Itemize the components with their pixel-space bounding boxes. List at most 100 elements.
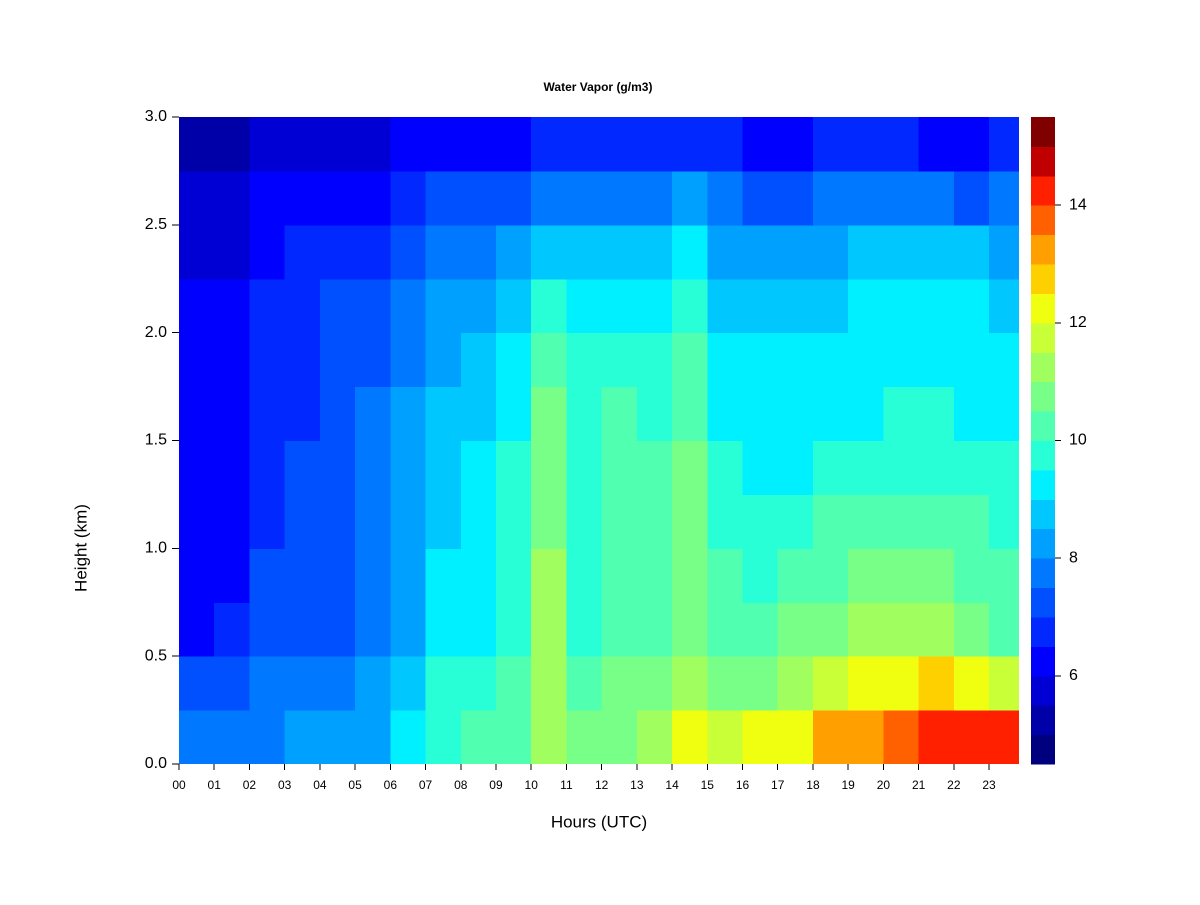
heat-cell: [249, 224, 286, 280]
heat-cell: [883, 656, 920, 711]
colorbar-segment: [1031, 146, 1055, 177]
heat-cell: [848, 278, 884, 334]
heat-cell: [566, 224, 603, 280]
heat-cell: [953, 494, 990, 549]
chart-title: Water Vapor (g/m3): [544, 80, 653, 94]
heat-cell: [918, 440, 955, 495]
heat-cell: [918, 224, 955, 280]
heat-cell: [989, 278, 1019, 334]
heat-cell: [742, 440, 779, 495]
heat-cell: [848, 170, 884, 226]
colorbar-segment: [1031, 322, 1055, 353]
heat-cell: [601, 224, 638, 280]
colorbar-segment: [1031, 205, 1055, 236]
heat-cell: [214, 386, 250, 441]
heat-cell: [777, 440, 814, 495]
x-tick-label: 14: [665, 778, 679, 792]
heat-cell: [883, 170, 920, 226]
heat-cell: [848, 602, 884, 657]
heat-cell: [495, 224, 532, 280]
heat-cell: [566, 710, 603, 764]
heat-cell: [812, 386, 849, 441]
heat-cell: [531, 656, 567, 711]
heat-cell: [214, 602, 250, 657]
heat-cell: [883, 440, 920, 495]
heat-cell: [989, 602, 1019, 657]
heat-cell: [636, 440, 673, 495]
heat-cell: [953, 332, 990, 388]
y-tick-label: 1.0: [145, 540, 167, 557]
heat-cell: [249, 332, 286, 388]
y-tick-label: 3.0: [145, 108, 167, 125]
heat-cell: [531, 278, 567, 334]
colorbar-segment: [1031, 440, 1055, 471]
heat-cell: [953, 440, 990, 495]
heat-cell: [495, 386, 532, 441]
heat-cell: [319, 656, 356, 711]
colorbar-segment: [1031, 234, 1055, 265]
heat-cell: [214, 548, 250, 603]
heat-cell: [390, 602, 427, 657]
heat-cell: [636, 170, 673, 226]
heat-cell: [953, 224, 990, 280]
heat-cell: [989, 494, 1019, 549]
x-tick-label: 11: [560, 778, 573, 792]
x-tick-label: 02: [243, 778, 257, 792]
heat-cell: [460, 224, 497, 280]
heat-cell: [214, 494, 250, 549]
heat-cell: [742, 548, 779, 603]
x-tick-label: 20: [877, 778, 891, 792]
heat-cell: [495, 656, 532, 711]
heat-cell: [249, 656, 286, 711]
heat-cell: [601, 332, 638, 388]
heat-cell: [390, 170, 427, 226]
heat-cell: [179, 278, 215, 334]
heat-cell: [777, 117, 814, 172]
heat-cell: [848, 224, 884, 280]
heat-cell: [355, 440, 391, 495]
heat-cell: [390, 548, 427, 603]
heat-cell: [390, 494, 427, 549]
heat-cell: [636, 332, 673, 388]
heat-cell: [355, 548, 391, 603]
x-tick-label: 16: [736, 778, 750, 792]
heat-cell: [707, 548, 744, 603]
y-tick-label: 1.5: [145, 432, 167, 449]
colorbar-tick-label: 14: [1069, 196, 1087, 213]
heat-cell: [883, 494, 920, 549]
x-tick-label: 13: [630, 778, 644, 792]
heat-cell: [953, 386, 990, 441]
heat-cell: [319, 386, 356, 441]
heat-cell: [460, 170, 497, 226]
heat-cell: [636, 548, 673, 603]
heat-cell: [953, 170, 990, 226]
colorbar-segment: [1031, 117, 1055, 147]
x-tick-label: 10: [525, 778, 539, 792]
heat-cell: [953, 602, 990, 657]
heat-cell: [319, 602, 356, 657]
heat-cell: [566, 602, 603, 657]
x-tick-label: 07: [419, 778, 433, 792]
heat-cell: [812, 117, 849, 172]
heat-cell: [460, 494, 497, 549]
heat-cell: [390, 278, 427, 334]
colorbar-segment: [1031, 381, 1055, 412]
heat-cell: [636, 602, 673, 657]
heat-cell: [812, 224, 849, 280]
heat-cell: [355, 117, 391, 172]
heat-cell: [319, 117, 356, 172]
heat-cell: [989, 440, 1019, 495]
heat-cell: [566, 332, 603, 388]
heat-cell: [672, 710, 708, 764]
heat-cell: [848, 656, 884, 711]
heat-cell: [284, 278, 321, 334]
x-tick-label: 00: [172, 778, 186, 792]
heat-cell: [953, 548, 990, 603]
heat-cell: [812, 656, 849, 711]
heat-cell: [989, 656, 1019, 711]
heat-cell: [495, 170, 532, 226]
heat-cell: [390, 440, 427, 495]
heat-cell: [918, 710, 955, 764]
heat-cell: [284, 332, 321, 388]
heat-cell: [918, 332, 955, 388]
